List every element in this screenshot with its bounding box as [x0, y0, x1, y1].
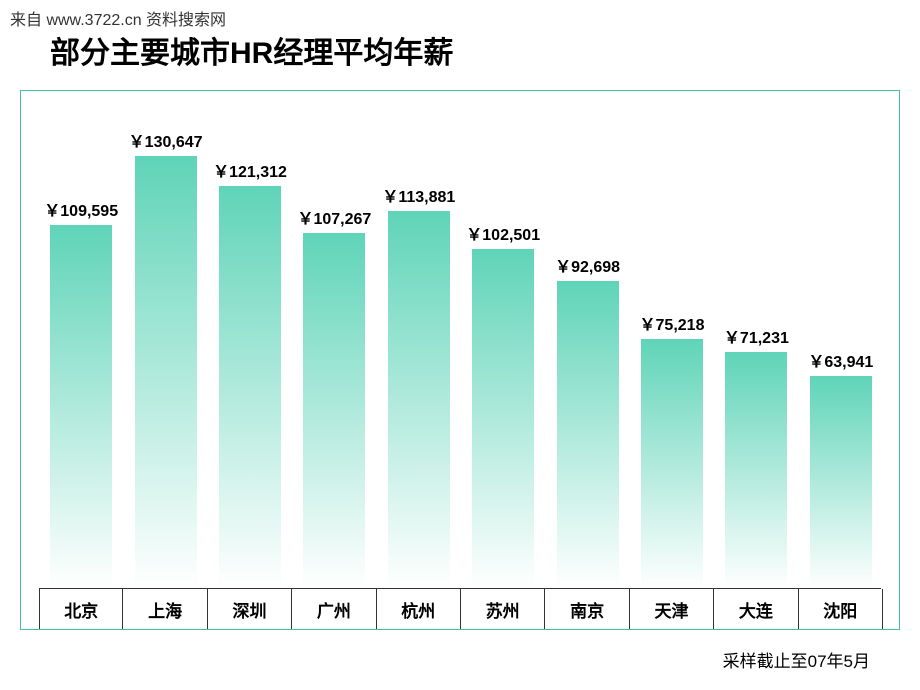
- footer-text: 采样截止至07年5月: [723, 647, 870, 672]
- x-label: 上海: [148, 597, 182, 622]
- x-label-wrapper: 南京: [545, 589, 629, 629]
- x-label: 天津: [654, 597, 688, 622]
- x-axis: 北京 上海 深圳 广州 杭州 苏州 南京 天津 大连 沈阳: [39, 589, 881, 629]
- bar: [641, 339, 703, 588]
- bar-wrapper: ￥63,941: [810, 348, 872, 588]
- bar-value-label: ￥92,698: [555, 253, 620, 277]
- bar: [557, 281, 619, 588]
- x-label-wrapper: 大连: [714, 589, 798, 629]
- bar-value-label: ￥109,595: [44, 197, 118, 221]
- bar-wrapper: ￥113,881: [388, 183, 450, 588]
- x-label-wrapper: 广州: [292, 589, 376, 629]
- x-label-wrapper: 北京: [39, 589, 123, 629]
- bar-value-label: ￥113,881: [382, 183, 455, 207]
- bar: [388, 211, 450, 588]
- bar: [303, 233, 365, 588]
- chart-title: 部分主要城市HR经理平均年薪: [50, 28, 453, 72]
- bar-value-label: ￥102,501: [466, 221, 540, 245]
- bar-wrapper: ￥71,231: [725, 324, 787, 588]
- bar-value-label: ￥130,647: [129, 128, 203, 152]
- x-label: 苏州: [486, 597, 520, 622]
- x-label-wrapper: 杭州: [377, 589, 461, 629]
- bar: [219, 186, 281, 588]
- bar-value-label: ￥121,312: [213, 158, 287, 182]
- x-label: 广州: [317, 597, 351, 622]
- x-label-wrapper: 天津: [630, 589, 714, 629]
- bar-value-label: ￥71,231: [724, 324, 789, 348]
- x-label-wrapper: 深圳: [208, 589, 292, 629]
- x-label: 南京: [570, 597, 604, 622]
- bar: [810, 376, 872, 588]
- bar-value-label: ￥75,218: [640, 311, 705, 335]
- plot-area: ￥109,595 ￥130,647 ￥121,312 ￥107,267 ￥113,881…: [39, 111, 881, 589]
- x-label: 深圳: [232, 597, 266, 622]
- x-label-wrapper: 上海: [123, 589, 207, 629]
- bar-value-label: ￥107,267: [297, 205, 371, 229]
- bar-wrapper: ￥92,698: [557, 253, 619, 588]
- bar: [50, 225, 112, 588]
- bar-value-label: ￥63,941: [808, 348, 873, 372]
- x-label: 北京: [64, 597, 98, 622]
- bar-wrapper: ￥75,218: [641, 311, 703, 588]
- x-label-wrapper: 苏州: [461, 589, 545, 629]
- bar-wrapper: ￥121,312: [219, 158, 281, 588]
- bar-wrapper: ￥109,595: [50, 197, 112, 588]
- bar-wrapper: ￥130,647: [135, 128, 197, 588]
- x-label: 沈阳: [823, 597, 857, 622]
- bar: [135, 156, 197, 588]
- chart-container: ￥109,595 ￥130,647 ￥121,312 ￥107,267 ￥113,881…: [20, 90, 900, 630]
- bar: [472, 249, 534, 588]
- bar-wrapper: ￥102,501: [472, 221, 534, 588]
- source-text: 来自 www.3722.cn 资料搜索网: [10, 6, 226, 30]
- bar: [725, 352, 787, 588]
- x-label-wrapper: 沈阳: [799, 589, 883, 629]
- x-label: 杭州: [401, 597, 435, 622]
- x-label: 大连: [739, 597, 773, 622]
- bar-wrapper: ￥107,267: [303, 205, 365, 588]
